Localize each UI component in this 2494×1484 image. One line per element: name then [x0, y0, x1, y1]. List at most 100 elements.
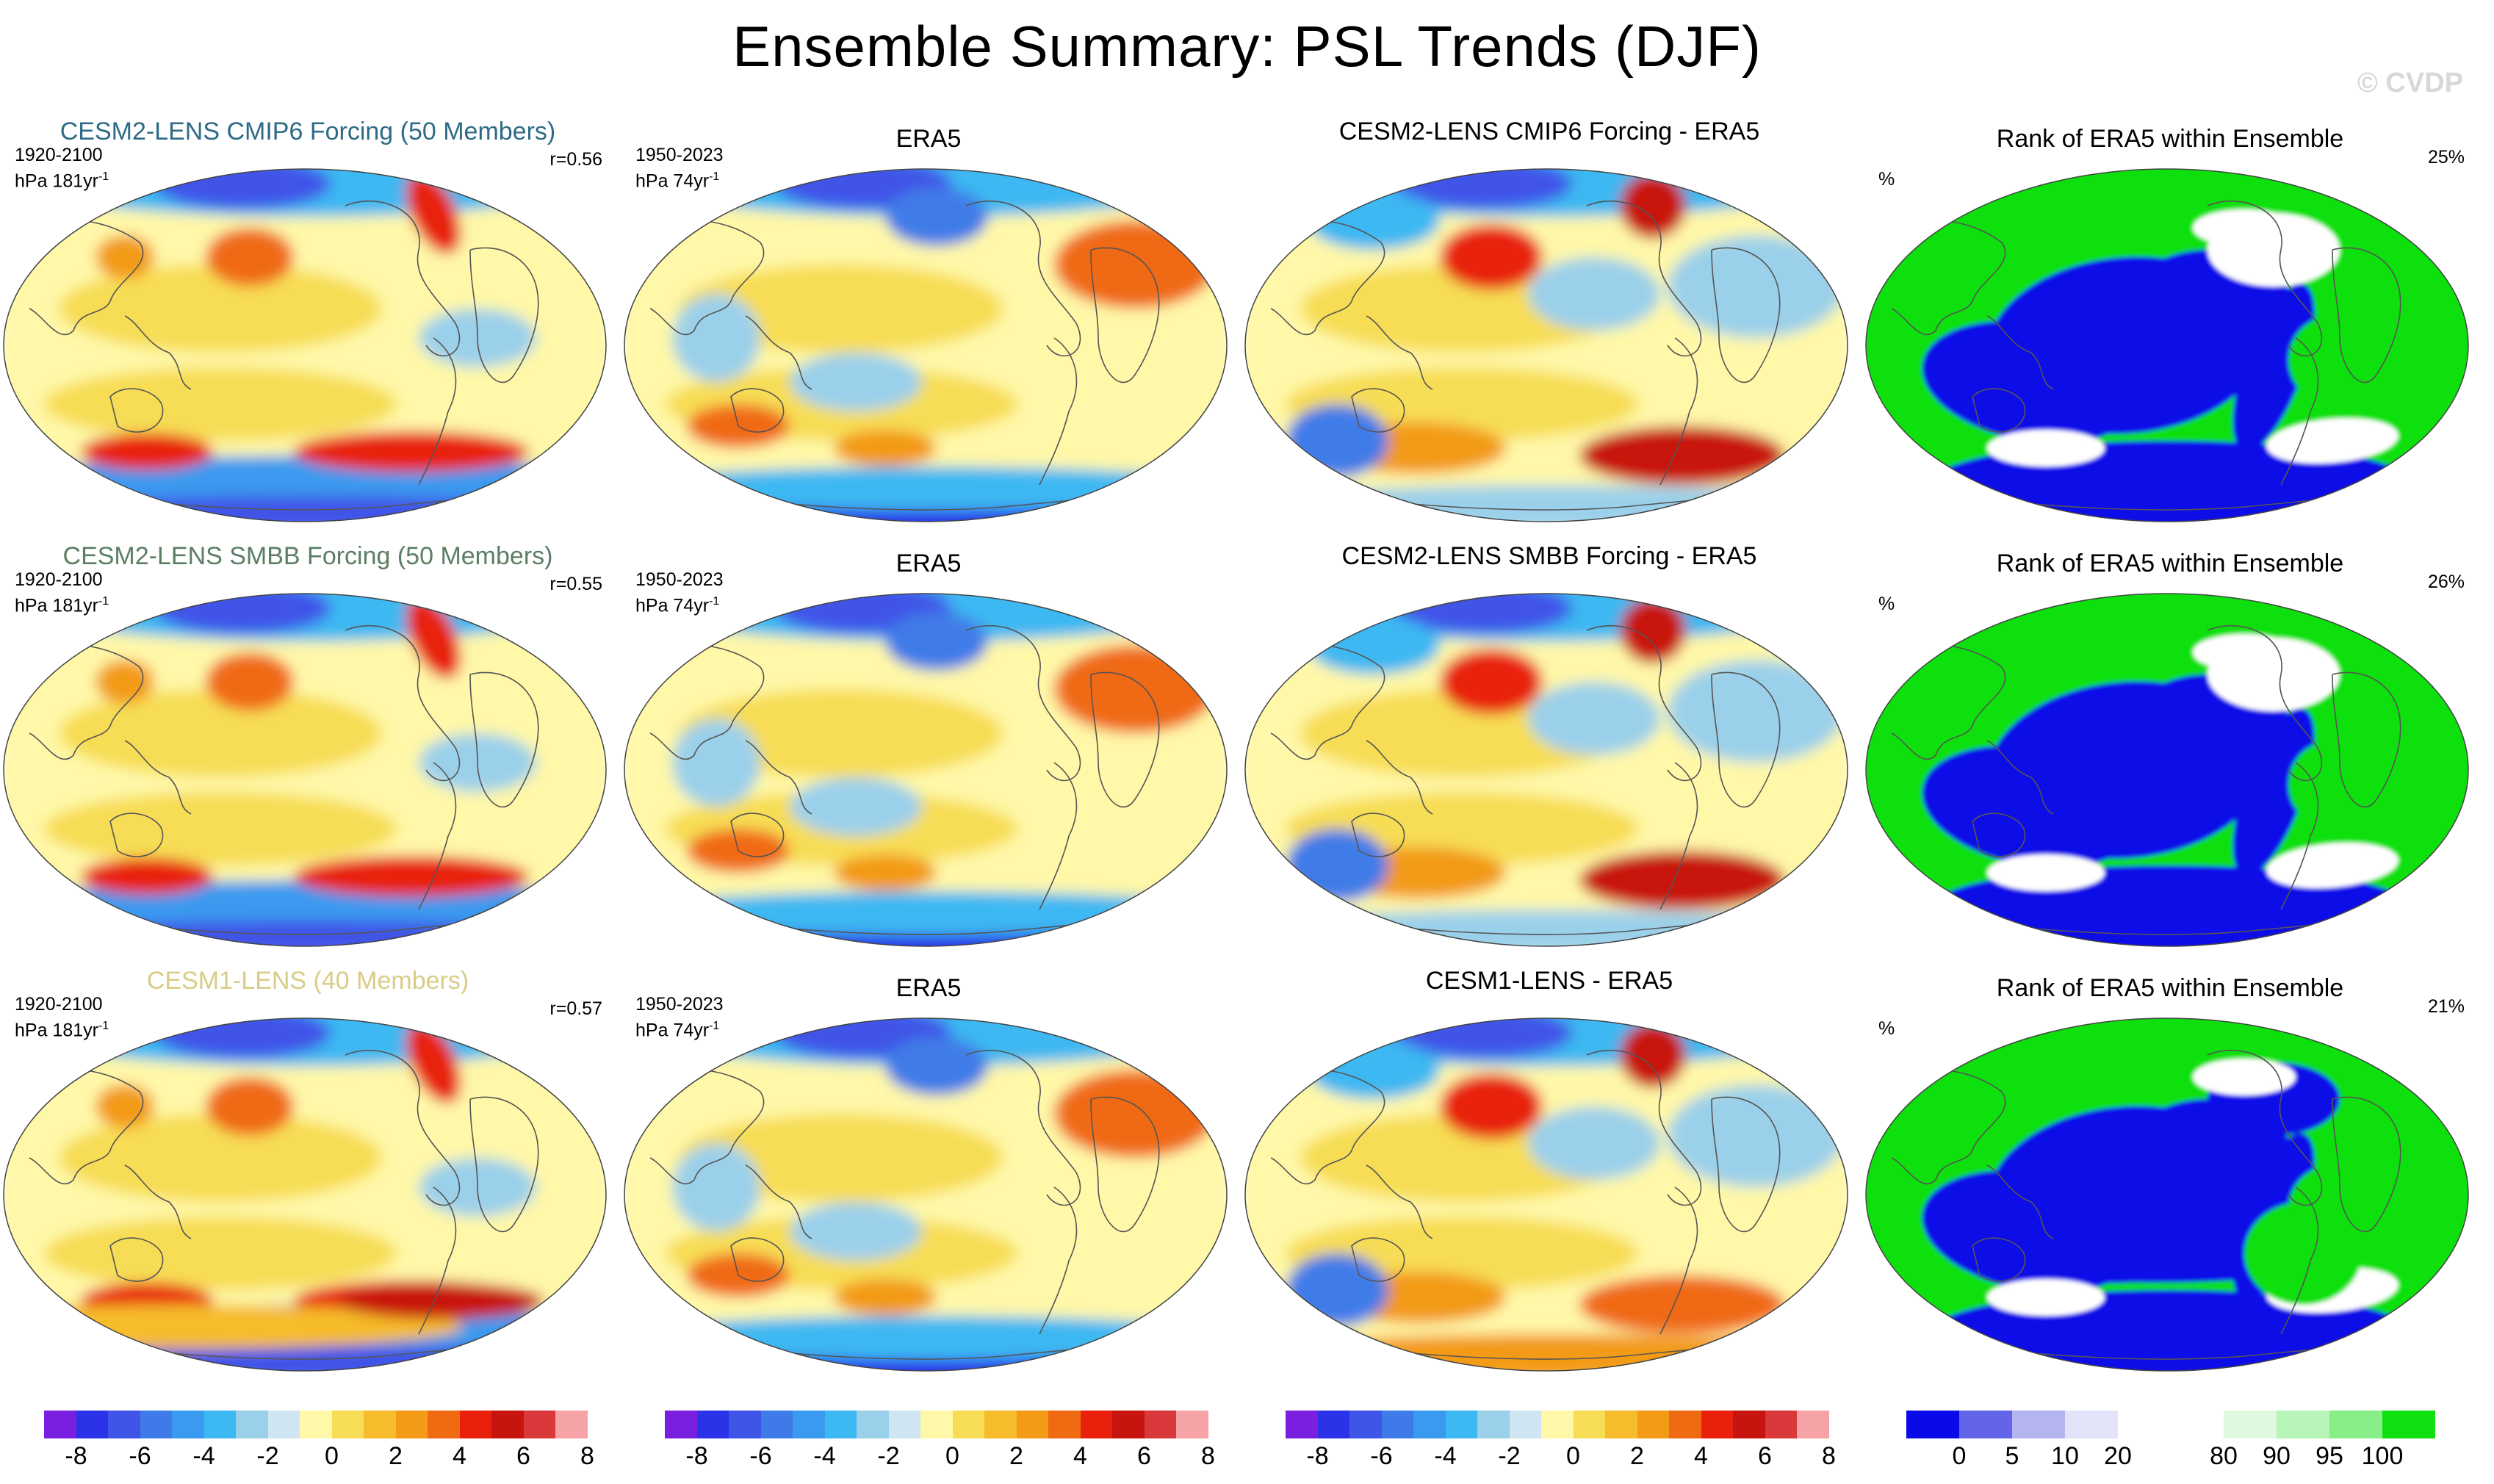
negative-anomaly [1668, 235, 1844, 338]
obs-map [624, 168, 1228, 522]
positive-anomaly [1054, 1070, 1216, 1158]
pattern-correlation: r=0.55 [549, 574, 602, 594]
colorbar-swatch [1959, 1411, 2012, 1438]
band-anomaly [1245, 485, 1848, 522]
colorbar-swatch [1605, 1411, 1637, 1438]
negative-anomaly [1308, 616, 1440, 674]
colorbar-model: -8 -6 -4 -2 0 2 4 6 8 [0, 1407, 616, 1480]
rank-panel: Rank of ERA5 within Ensemble% 25% [1862, 110, 2478, 529]
colorbar-tick-label: 2 [389, 1442, 403, 1470]
positive-anomaly [81, 433, 213, 470]
units-value: hPa 181yr [15, 595, 98, 616]
rank-high-region [2288, 741, 2376, 829]
rank-percent-value: 21% [2427, 996, 2465, 1017]
positive-anomaly [1579, 851, 1785, 910]
negative-anomaly [4, 496, 606, 522]
model-panel: CESM2-LENS CMIP6 Forcing (50 Members) 192… [0, 110, 616, 529]
negative-anomaly [4, 1345, 606, 1371]
diff-panel-title: CESM2-LENS SMBB Forcing - ERA5 [1341, 542, 1757, 570]
colorbar-tick-label: 6 [1758, 1442, 1772, 1470]
colorbar-swatch [1509, 1411, 1541, 1438]
units-text: hPa 181yr-1 [15, 166, 109, 192]
diff-panel-title: CESM1-LENS - ERA5 [1425, 967, 1673, 995]
colorbar-swatch [952, 1411, 984, 1438]
positive-anomaly [1620, 173, 1686, 239]
positive-anomaly [1440, 649, 1543, 715]
band-anomaly [1245, 1334, 1848, 1371]
colorbar-swatch [236, 1411, 268, 1438]
negative-anomaly [1286, 829, 1388, 902]
colorbar-swatches [1906, 1411, 2435, 1440]
units-value: hPa 74yr [635, 1020, 710, 1041]
colorbar-tick-label: 2 [1630, 1442, 1644, 1470]
model-panel-title: CESM1-LENS (40 Members) [146, 967, 469, 995]
negative-anomaly [1528, 1106, 1660, 1180]
rank-mid-region [1987, 854, 2105, 891]
colorbar-tick-label: 0 [325, 1442, 339, 1470]
rank-mid-region [2266, 843, 2399, 888]
map-border [624, 168, 1228, 522]
map-border [3, 1017, 607, 1372]
colorbar-swatch [2329, 1411, 2382, 1438]
positive-anomaly [95, 235, 154, 279]
model-map [3, 1017, 607, 1372]
model-panel-title: CESM2-LENS CMIP6 Forcing (50 Members) [60, 118, 556, 145]
model-period-label: 1920-2100 hPa 181yr-1 [15, 144, 109, 192]
map-border [1244, 593, 1848, 947]
positive-anomaly [834, 1279, 937, 1316]
colorbar-swatch [1413, 1411, 1446, 1438]
colorbar-swatches [44, 1411, 588, 1440]
pattern-correlation: r=0.56 [549, 149, 602, 170]
rank-map [1865, 168, 2469, 522]
units-text: hPa 181yr-1 [15, 1015, 109, 1041]
negative-anomaly [672, 294, 760, 382]
units-text: hPa 74yr-1 [635, 591, 724, 616]
colorbar-tick-label: 0 [1952, 1442, 1967, 1470]
units-text: hPa 181yr-1 [15, 591, 109, 616]
colorbar-swatch [428, 1411, 460, 1438]
obs-panel: ERA5 1950-2023 hPa 74yr-1 [621, 535, 1236, 954]
colorbar-tick-label: 10 [2051, 1442, 2079, 1470]
colorbar-tick-label: 5 [2005, 1442, 2019, 1470]
obs-panel-title: ERA5 [895, 974, 962, 1002]
colorbar-tick-label: -2 [256, 1442, 279, 1470]
band-anomaly [1245, 910, 1848, 946]
colorbar-tick-label: -4 [192, 1442, 215, 1470]
model-panel: CESM2-LENS SMBB Forcing (50 Members) 1920… [0, 535, 616, 954]
positive-anomaly [95, 1084, 154, 1128]
period-text: 1920-2100 [15, 994, 103, 1015]
rank-mid-region [2193, 209, 2296, 246]
field-anomaly [680, 264, 1003, 353]
positive-anomaly [1054, 645, 1216, 733]
positive-anomaly [1440, 1073, 1543, 1139]
colorbar-swatch [696, 1411, 729, 1438]
units-text: hPa 74yr-1 [635, 1015, 724, 1041]
colorbar-swatch [2118, 1411, 2171, 1438]
model-map [3, 168, 607, 522]
colorbar-tick-label: 95 [2315, 1442, 2343, 1470]
positive-anomaly [406, 1021, 461, 1103]
colorbar-tick-label: 6 [1137, 1442, 1151, 1470]
colorbar-swatch [1445, 1411, 1477, 1438]
colorbar-swatch [203, 1411, 236, 1438]
positive-anomaly [81, 858, 213, 895]
colorbar-swatch [44, 1411, 76, 1438]
rank-high-region [2376, 1173, 2465, 1261]
colorbar-tick-label: -2 [1498, 1442, 1521, 1470]
colorbar-tick-label: 4 [1073, 1442, 1087, 1470]
colorbar-tick-label: -6 [1370, 1442, 1393, 1470]
colorbar-swatch [2382, 1411, 2435, 1438]
field-anomaly [59, 264, 382, 353]
positive-anomaly [1620, 1022, 1686, 1088]
field-anomaly [59, 689, 382, 777]
colorbar-swatches [665, 1411, 1208, 1440]
positive-anomaly [1579, 426, 1785, 485]
rank-map [1865, 593, 2469, 947]
negative-anomaly [885, 187, 988, 246]
negative-anomaly [1308, 191, 1440, 250]
positive-anomaly [294, 431, 529, 472]
rank-low-region [2232, 284, 2315, 451]
rank-mid-region [2266, 418, 2399, 464]
colorbar-swatch [1701, 1411, 1733, 1438]
map-border [1244, 1017, 1848, 1372]
